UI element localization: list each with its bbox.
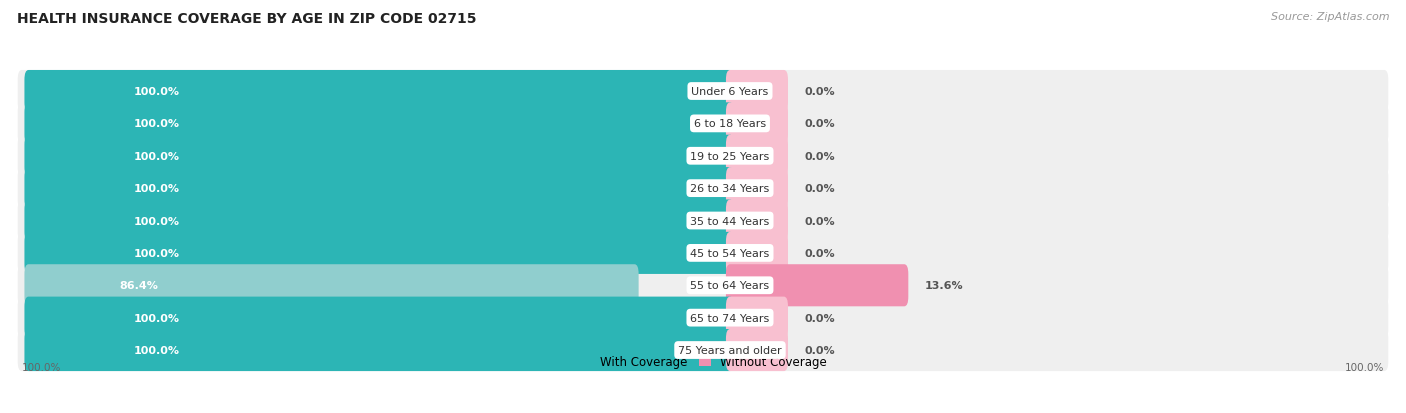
Text: 0.0%: 0.0% bbox=[804, 248, 835, 258]
Text: 0.0%: 0.0% bbox=[804, 345, 835, 355]
Text: 45 to 54 Years: 45 to 54 Years bbox=[690, 248, 769, 258]
FancyBboxPatch shape bbox=[725, 103, 787, 145]
Text: 100.0%: 100.0% bbox=[21, 363, 60, 373]
Text: 100.0%: 100.0% bbox=[134, 152, 180, 161]
Text: 100.0%: 100.0% bbox=[1346, 363, 1385, 373]
FancyBboxPatch shape bbox=[725, 329, 787, 371]
FancyBboxPatch shape bbox=[725, 232, 787, 274]
Text: 55 to 64 Years: 55 to 64 Years bbox=[690, 280, 769, 291]
FancyBboxPatch shape bbox=[18, 232, 1388, 274]
Text: 35 to 44 Years: 35 to 44 Years bbox=[690, 216, 769, 226]
FancyBboxPatch shape bbox=[18, 71, 1388, 113]
FancyBboxPatch shape bbox=[18, 168, 1388, 210]
Text: 0.0%: 0.0% bbox=[804, 152, 835, 161]
Text: 65 to 74 Years: 65 to 74 Years bbox=[690, 313, 769, 323]
FancyBboxPatch shape bbox=[24, 168, 734, 210]
FancyBboxPatch shape bbox=[18, 265, 1388, 306]
FancyBboxPatch shape bbox=[24, 103, 734, 145]
Text: 13.6%: 13.6% bbox=[925, 280, 963, 291]
Text: 26 to 34 Years: 26 to 34 Years bbox=[690, 184, 769, 194]
Text: 86.4%: 86.4% bbox=[120, 280, 159, 291]
FancyBboxPatch shape bbox=[725, 200, 787, 242]
Text: 0.0%: 0.0% bbox=[804, 119, 835, 129]
Text: 0.0%: 0.0% bbox=[804, 184, 835, 194]
Text: 100.0%: 100.0% bbox=[134, 313, 180, 323]
FancyBboxPatch shape bbox=[725, 71, 787, 113]
FancyBboxPatch shape bbox=[24, 265, 638, 306]
Text: 100.0%: 100.0% bbox=[134, 184, 180, 194]
FancyBboxPatch shape bbox=[24, 232, 734, 274]
FancyBboxPatch shape bbox=[18, 200, 1388, 242]
Text: 0.0%: 0.0% bbox=[804, 313, 835, 323]
Text: 100.0%: 100.0% bbox=[134, 216, 180, 226]
Text: Source: ZipAtlas.com: Source: ZipAtlas.com bbox=[1271, 12, 1389, 22]
FancyBboxPatch shape bbox=[18, 297, 1388, 339]
FancyBboxPatch shape bbox=[24, 329, 734, 371]
Text: 100.0%: 100.0% bbox=[134, 87, 180, 97]
Text: 0.0%: 0.0% bbox=[804, 87, 835, 97]
Text: 6 to 18 Years: 6 to 18 Years bbox=[695, 119, 766, 129]
Text: 0.0%: 0.0% bbox=[804, 216, 835, 226]
FancyBboxPatch shape bbox=[725, 265, 908, 306]
FancyBboxPatch shape bbox=[24, 200, 734, 242]
Text: Under 6 Years: Under 6 Years bbox=[692, 87, 769, 97]
Text: 100.0%: 100.0% bbox=[134, 119, 180, 129]
FancyBboxPatch shape bbox=[24, 135, 734, 177]
FancyBboxPatch shape bbox=[725, 168, 787, 210]
Text: HEALTH INSURANCE COVERAGE BY AGE IN ZIP CODE 02715: HEALTH INSURANCE COVERAGE BY AGE IN ZIP … bbox=[17, 12, 477, 26]
Text: 100.0%: 100.0% bbox=[134, 248, 180, 258]
Legend: With Coverage, Without Coverage: With Coverage, Without Coverage bbox=[574, 351, 832, 373]
FancyBboxPatch shape bbox=[24, 71, 734, 113]
FancyBboxPatch shape bbox=[24, 297, 734, 339]
FancyBboxPatch shape bbox=[725, 135, 787, 177]
FancyBboxPatch shape bbox=[18, 329, 1388, 371]
Text: 19 to 25 Years: 19 to 25 Years bbox=[690, 152, 769, 161]
Text: 100.0%: 100.0% bbox=[134, 345, 180, 355]
FancyBboxPatch shape bbox=[725, 297, 787, 339]
Text: 75 Years and older: 75 Years and older bbox=[678, 345, 782, 355]
FancyBboxPatch shape bbox=[18, 103, 1388, 145]
FancyBboxPatch shape bbox=[18, 135, 1388, 177]
